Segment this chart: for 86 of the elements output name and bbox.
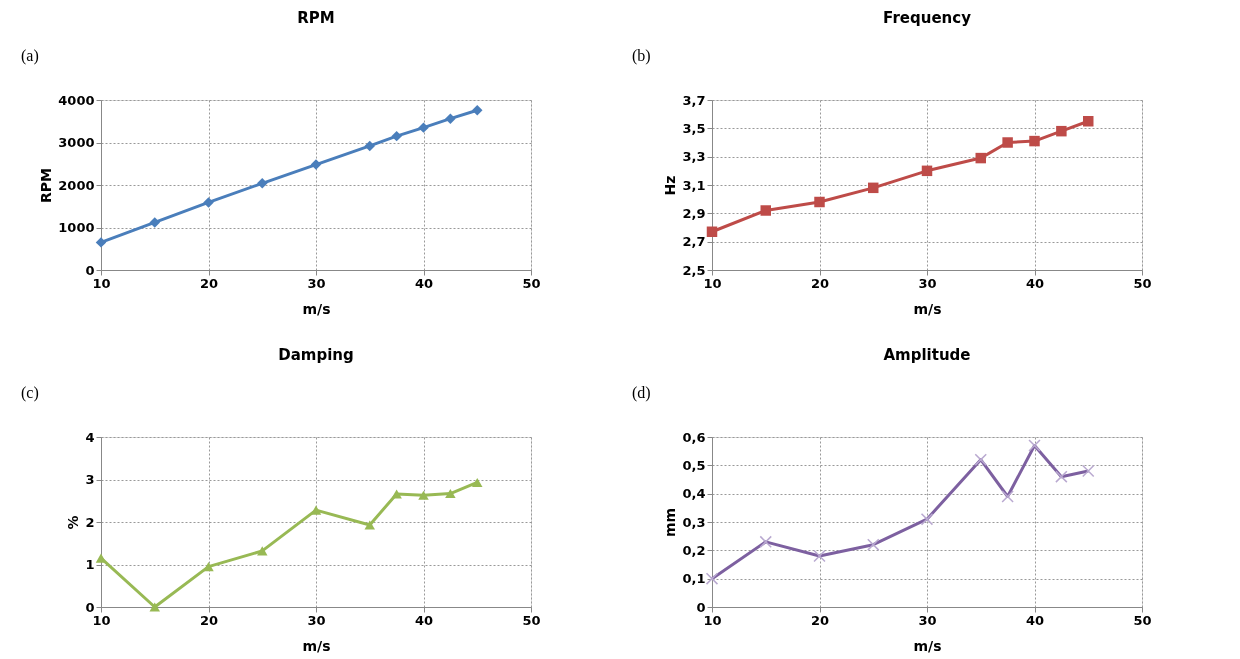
text: (d) bbox=[632, 384, 651, 402]
point bbox=[1083, 116, 1094, 127]
y-axis-title: % bbox=[65, 515, 82, 530]
x-tick-label: 50 bbox=[1133, 275, 1152, 291]
point bbox=[391, 130, 402, 142]
y-tick-label: 0,4 bbox=[682, 486, 706, 502]
x-tick-label: 10 bbox=[703, 612, 722, 628]
y-tick-label: 3,7 bbox=[682, 92, 706, 108]
y-tick-label: 0,5 bbox=[682, 457, 706, 473]
point bbox=[149, 217, 160, 228]
x-tick-label: 20 bbox=[810, 612, 830, 628]
point bbox=[921, 165, 933, 177]
point bbox=[418, 122, 429, 133]
point bbox=[95, 237, 107, 248]
x-tick-label: 30 bbox=[918, 612, 937, 628]
point bbox=[149, 602, 160, 612]
y-tick-label: 0 bbox=[85, 262, 95, 278]
x-tick-label: 10 bbox=[92, 612, 111, 628]
x-tick-label: 40 bbox=[414, 275, 434, 291]
y-axis-title: Hz bbox=[662, 175, 679, 196]
x-tick-label: 50 bbox=[1133, 612, 1152, 628]
point bbox=[203, 562, 214, 572]
x-axis-title: m/s bbox=[913, 637, 942, 654]
x-axis-title: m/s bbox=[302, 300, 331, 317]
point bbox=[364, 140, 375, 152]
y-tick-label: 1000 bbox=[58, 220, 95, 235]
y-tick-label: 4000 bbox=[58, 92, 95, 108]
x-tick-label: 40 bbox=[414, 612, 434, 628]
x-tick-label: 50 bbox=[522, 275, 541, 291]
point bbox=[445, 113, 456, 124]
text: (a) bbox=[21, 47, 39, 65]
y-tick-label: 0,1 bbox=[682, 571, 706, 587]
point bbox=[1056, 125, 1067, 137]
y-tick-label: 2000 bbox=[58, 177, 95, 193]
y-tick-label: 2,5 bbox=[682, 262, 706, 278]
x-tick-label: 30 bbox=[307, 275, 326, 291]
x-tick-label: 50 bbox=[522, 612, 541, 628]
point bbox=[203, 197, 214, 208]
y-tick-label: 0,6 bbox=[682, 429, 706, 445]
point bbox=[1029, 135, 1040, 147]
chart-title: RPM bbox=[297, 9, 335, 27]
x-tick-label: 40 bbox=[1025, 275, 1045, 291]
x-tick-label: 40 bbox=[1025, 612, 1045, 628]
y-tick-label: 2 bbox=[85, 514, 95, 530]
x-tick-label: 30 bbox=[307, 612, 326, 628]
y-tick-label: 4 bbox=[85, 429, 95, 445]
y-tick-label: 0,3 bbox=[682, 514, 706, 530]
point bbox=[364, 520, 375, 530]
point bbox=[472, 104, 483, 116]
point bbox=[310, 159, 322, 170]
y-tick-label: 1 bbox=[85, 557, 95, 572]
y-tick-label: 3,5 bbox=[682, 120, 706, 136]
text: (c) bbox=[21, 384, 39, 402]
x-tick-label: 20 bbox=[199, 612, 219, 628]
y-tick-label: 3,3 bbox=[682, 149, 706, 165]
x-tick-label: 30 bbox=[918, 275, 937, 291]
chart-title: Amplitude bbox=[883, 346, 971, 364]
x-tick-label: 10 bbox=[703, 275, 722, 291]
y-tick-label: 2,9 bbox=[682, 205, 706, 221]
x-axis-title: m/s bbox=[302, 637, 331, 654]
y-axis-title: mm bbox=[662, 507, 679, 538]
text: (b) bbox=[632, 47, 651, 65]
point bbox=[814, 196, 825, 208]
x-tick-label: 20 bbox=[199, 275, 219, 291]
y-tick-label: 3,1 bbox=[682, 177, 706, 193]
x-tick-label: 10 bbox=[92, 275, 111, 291]
y-tick-label: 0 bbox=[696, 599, 706, 615]
y-tick-label: 0 bbox=[85, 599, 95, 615]
y-tick-label: 3000 bbox=[58, 135, 95, 150]
y-tick-label: 3 bbox=[85, 472, 95, 487]
chart-title: Damping bbox=[278, 346, 354, 364]
y-axis-title: RPM bbox=[38, 168, 55, 203]
point bbox=[706, 226, 718, 237]
point bbox=[445, 488, 456, 499]
y-tick-label: 0,2 bbox=[682, 542, 706, 558]
point bbox=[257, 178, 268, 189]
point bbox=[1002, 137, 1013, 148]
point bbox=[760, 205, 771, 216]
x-axis-title: m/s bbox=[913, 300, 942, 317]
chart-title: Frequency bbox=[883, 9, 972, 27]
point bbox=[975, 152, 986, 164]
y-tick-label: 2,7 bbox=[682, 234, 706, 250]
point bbox=[418, 490, 429, 500]
point bbox=[868, 182, 879, 194]
x-tick-label: 20 bbox=[810, 275, 830, 291]
point bbox=[472, 477, 483, 488]
